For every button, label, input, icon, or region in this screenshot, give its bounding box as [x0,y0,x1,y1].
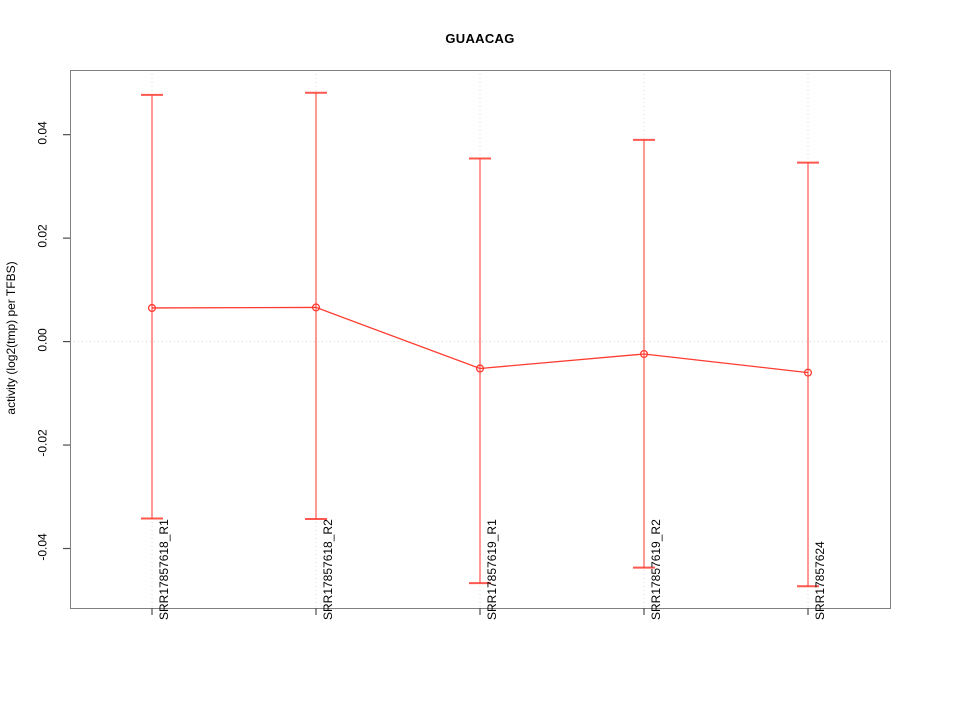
x-axis-ticks [151,608,809,615]
x-axis-tick-label: SRR17857624 [813,541,827,620]
data-point [147,303,157,313]
x-axis-tick-label: SRR17857619_R1 [485,519,499,620]
y-axis-tick-label: 0.00 [35,327,50,352]
y-axis-tick-label: 0.02 [35,224,50,248]
data-point [311,303,321,312]
data-point [639,349,649,359]
x-axis-tick-label: SRR17857618_R1 [157,519,171,620]
y-axis-ticks [63,134,70,550]
y-axis-tick-label: -0.02 [35,429,50,457]
data-point [475,364,485,373]
x-axis-tick-label: SRR17857619_R2 [649,519,663,620]
y-axis-tick-label: 0.04 [35,120,50,145]
y-axis-tick-label: -0.04 [35,532,50,561]
data-series [141,91,819,588]
chart-title: GUAACAG [445,31,515,46]
series-line [151,306,809,374]
data-point [803,368,813,377]
x-axis-tick-label: SRR17857618_R2 [321,519,335,620]
